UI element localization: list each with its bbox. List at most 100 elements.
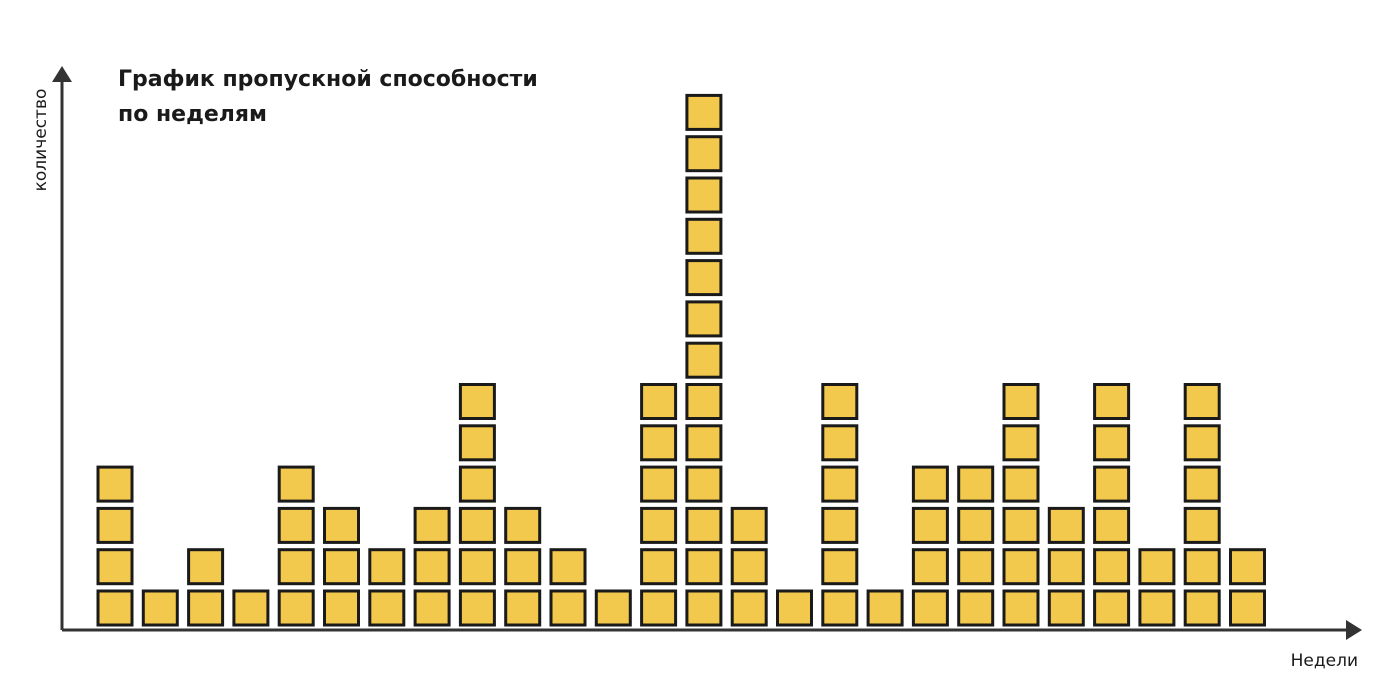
- bar-unit: [685, 176, 723, 214]
- bar-unit: [640, 589, 678, 627]
- bar-unit: [957, 548, 995, 586]
- bar-unit: [957, 506, 995, 544]
- bar-unit: [685, 548, 723, 586]
- bar-unit: [368, 548, 406, 586]
- bar-week-20: [957, 465, 995, 627]
- bar-unit: [1093, 383, 1131, 420]
- bar-unit: [1093, 465, 1131, 503]
- x-axis-label: Недели: [1291, 651, 1358, 671]
- bar-unit: [1229, 548, 1266, 586]
- bar-unit: [1229, 589, 1266, 627]
- bar-unit: [96, 506, 134, 544]
- bar-unit: [504, 589, 542, 627]
- bar-week-1: [96, 465, 134, 627]
- bar-week-22: [1047, 506, 1085, 627]
- bar-unit: [1047, 548, 1085, 586]
- bar-week-2: [141, 589, 179, 627]
- bar-unit: [685, 383, 723, 420]
- bar-unit: [277, 506, 315, 544]
- bar-unit: [458, 424, 496, 462]
- bar-unit: [96, 589, 134, 627]
- bar-unit: [549, 548, 587, 586]
- bar-week-5: [277, 465, 315, 627]
- bar-week-14: [685, 93, 723, 627]
- bar-unit: [957, 589, 995, 627]
- bar-unit: [413, 548, 451, 586]
- bar-unit: [685, 217, 723, 255]
- bar-unit: [1047, 506, 1085, 544]
- bar-unit: [685, 300, 723, 338]
- bar-unit: [187, 548, 225, 586]
- bar-unit: [911, 465, 949, 503]
- bar-week-10: [504, 506, 542, 627]
- bar-unit: [866, 589, 904, 627]
- bar-unit: [277, 589, 315, 627]
- bar-unit: [1002, 383, 1040, 420]
- bar-unit: [640, 465, 678, 503]
- bar-week-9: [458, 383, 496, 627]
- bar-unit: [232, 589, 270, 627]
- bar-unit: [640, 548, 678, 586]
- bar-unit: [911, 589, 949, 627]
- bar-unit: [640, 424, 678, 462]
- bar-unit: [141, 589, 179, 627]
- bar-week-25: [1183, 383, 1221, 627]
- bar-week-6: [323, 506, 360, 627]
- y-axis-arrow-icon: [52, 66, 72, 82]
- bar-unit: [685, 424, 723, 462]
- bar-week-26: [1229, 548, 1266, 627]
- bar-unit: [1002, 465, 1040, 503]
- bar-unit: [594, 589, 632, 627]
- x-axis-arrow-icon: [1346, 620, 1362, 640]
- bar-week-21: [1002, 383, 1040, 627]
- bar-week-19: [911, 465, 949, 627]
- bar-unit: [1183, 589, 1221, 627]
- bar-unit: [776, 589, 813, 627]
- bar-unit: [821, 383, 859, 420]
- bar-unit: [1093, 589, 1131, 627]
- bar-unit: [323, 589, 360, 627]
- bar-unit: [685, 341, 723, 379]
- bar-unit: [368, 589, 406, 627]
- bar-unit: [1183, 506, 1221, 544]
- bar-unit: [685, 135, 723, 173]
- bar-unit: [821, 424, 859, 462]
- bar-week-11: [549, 548, 587, 627]
- bar-unit: [277, 465, 315, 503]
- bar-unit: [911, 548, 949, 586]
- bar-unit: [1093, 506, 1131, 544]
- bar-unit: [1093, 548, 1131, 586]
- bar-unit: [821, 465, 859, 503]
- bar-unit: [96, 548, 134, 586]
- bar-unit: [458, 589, 496, 627]
- bar-week-15: [730, 506, 768, 627]
- bar-unit: [504, 548, 542, 586]
- bar-week-16: [776, 589, 813, 627]
- bar-unit: [1093, 424, 1131, 462]
- bar-unit: [1138, 589, 1176, 627]
- bar-unit: [1183, 424, 1221, 462]
- bar-unit: [685, 506, 723, 544]
- bar-unit: [821, 589, 859, 627]
- bar-unit: [413, 589, 451, 627]
- bar-unit: [1002, 589, 1040, 627]
- bar-unit: [730, 589, 768, 627]
- bar-unit: [821, 548, 859, 586]
- bar-unit: [640, 506, 678, 544]
- bar-unit: [685, 465, 723, 503]
- bar-unit: [504, 506, 542, 544]
- bar-unit: [458, 506, 496, 544]
- bar-unit: [1183, 383, 1221, 420]
- bar-unit: [277, 548, 315, 586]
- bar-week-12: [594, 589, 632, 627]
- bar-week-4: [232, 589, 270, 627]
- bar-unit: [685, 93, 723, 131]
- bar-unit: [458, 465, 496, 503]
- bar-week-7: [368, 548, 406, 627]
- bar-week-3: [187, 548, 225, 627]
- bar-week-24: [1138, 548, 1176, 627]
- bar-unit: [323, 506, 360, 544]
- bar-unit: [1183, 548, 1221, 586]
- bar-unit: [685, 259, 723, 297]
